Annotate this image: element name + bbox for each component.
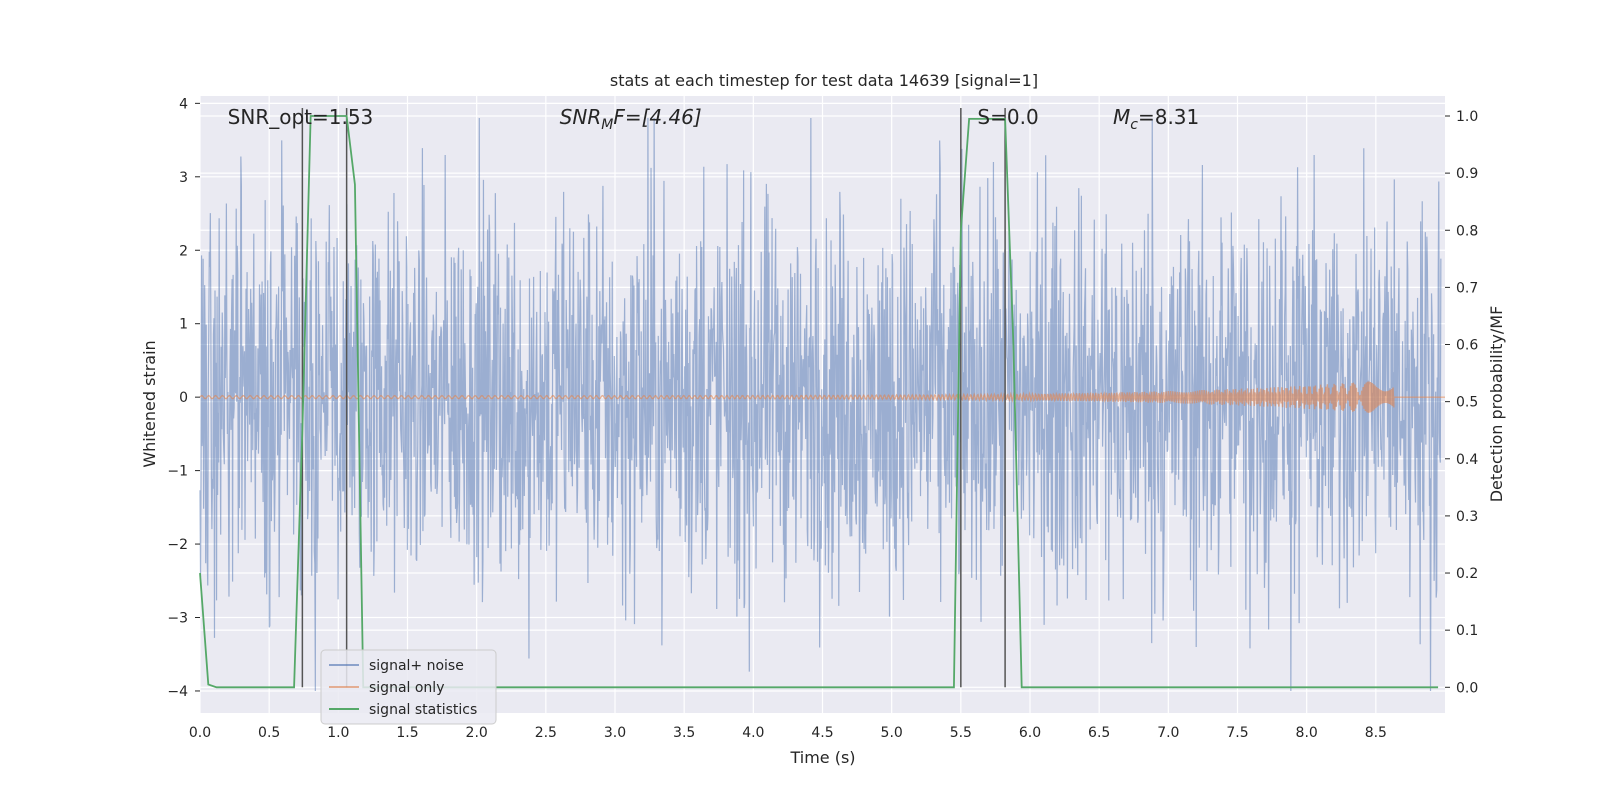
x-tick-label: 7.5 (1226, 725, 1248, 741)
annotation: Mc=8.31 (1113, 105, 1199, 133)
x-tick-label: 6.0 (1019, 725, 1041, 741)
signal-noise-series (199, 118, 1442, 691)
legend-entry: signal only (369, 680, 444, 696)
legend-entry: signal statistics (369, 702, 477, 718)
x-tick-label: 1.0 (327, 725, 349, 741)
y2-tick-label: 1.0 (1456, 109, 1478, 125)
y-ticks: 4 3 2 1 0 −1 −2 −3 −4 (167, 96, 200, 700)
chart-title: stats at each timestep for test data 146… (610, 71, 1038, 90)
x-tick-label: 8.0 (1296, 725, 1318, 741)
y2-tick-label: 0.9 (1456, 166, 1478, 182)
y2-tick-label: 0.1 (1456, 623, 1478, 639)
y-tick-label: 1 (179, 317, 188, 333)
x-tick-label: 1.5 (396, 725, 418, 741)
x-ticks: 0.0 0.5 1.0 1.5 2.0 2.5 3.0 3.5 4.0 4.5 5.0 5.5 6.0 6… (189, 725, 1387, 741)
signal-only-series (199, 381, 1445, 413)
y-tick-label: 3 (179, 170, 188, 186)
y2-tick-label: 0.3 (1456, 509, 1478, 525)
y2-axis-label: Detection probability/MF (1487, 306, 1506, 503)
x-tick-label: 4.5 (811, 725, 833, 741)
grid (199, 96, 1445, 713)
x-tick-label: 0.0 (189, 725, 211, 741)
signal-noise-line (199, 118, 1442, 691)
x-tick-label: 3.5 (673, 725, 695, 741)
legend-entry: signal+ noise (369, 658, 464, 674)
y-axis-label: Whitened strain (140, 340, 159, 467)
y-tick-label: 4 (179, 96, 188, 112)
x-tick-label: 8.5 (1365, 725, 1387, 741)
x-tick-label: 6.5 (1088, 725, 1110, 741)
x-tick-label: 2.0 (466, 725, 488, 741)
legend: signal+ noise signal only signal statistic… (320, 649, 497, 725)
x-axis-label: Time (s) (789, 748, 855, 767)
x-tick-label: 0.5 (258, 725, 280, 741)
signal-only-line (199, 381, 1445, 413)
y2-tick-label: 0.0 (1456, 680, 1478, 696)
y2-tick-label: 0.5 (1456, 395, 1478, 411)
annotation: S=0.0 (977, 105, 1038, 129)
x-tick-label: 4.0 (742, 725, 764, 741)
y2-tick-label: 0.6 (1456, 338, 1478, 354)
annotation: SNR_opt=1.53 (228, 105, 374, 129)
x-tick-label: 2.5 (535, 725, 557, 741)
y2-tick-label: 0.7 (1456, 280, 1478, 296)
y-tick-label: −4 (167, 684, 188, 700)
y-tick-label: −2 (167, 537, 188, 553)
y2-tick-label: 0.8 (1456, 223, 1478, 239)
y2-tick-label: 0.2 (1456, 566, 1478, 582)
y-tick-label: −1 (167, 464, 188, 480)
x-tick-label: 3.0 (604, 725, 626, 741)
annotation: SNRMF=[4.46] (560, 105, 702, 133)
signal-statistics-series (199, 115, 1439, 689)
y-tick-label: 2 (179, 243, 188, 259)
y-tick-label: −3 (167, 611, 188, 627)
signal-statistics-line (199, 115, 1439, 689)
y2-tick-label: 0.4 (1456, 452, 1478, 468)
annotations: SNR_opt=1.53 SNRMF=[4.46] S=0.0 Mc=8.31 (228, 105, 1200, 133)
x-tick-label: 7.0 (1157, 725, 1179, 741)
x-tick-label: 5.5 (950, 725, 972, 741)
y-tick-label: 0 (179, 390, 188, 406)
x-tick-label: 5.0 (881, 725, 903, 741)
legend-box (320, 649, 497, 725)
y2-ticks: 1.0 0.9 0.8 0.7 0.6 0.5 0.4 0.3 0.2 0.1 0.0 (1445, 109, 1478, 696)
